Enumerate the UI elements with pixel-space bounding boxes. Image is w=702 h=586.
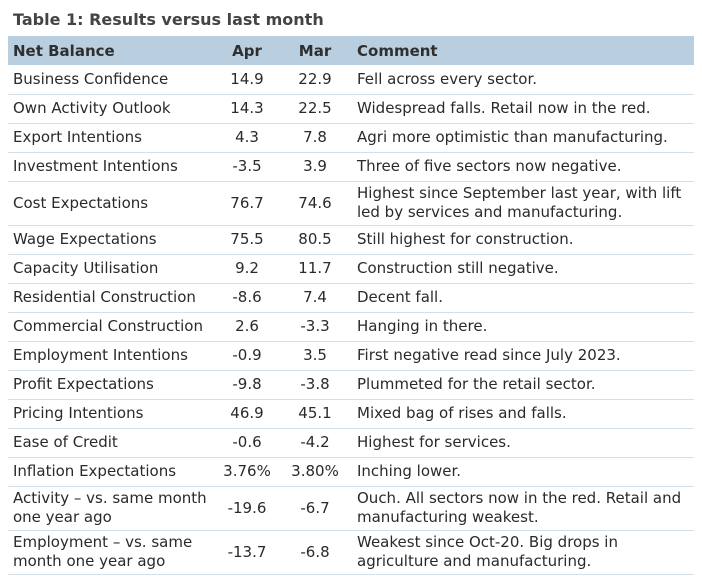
row-mar-value: 7.8 [278,123,352,153]
row-label: Pricing Intentions [8,399,216,429]
row-label: Cost Expectations [8,181,216,226]
table-row: Investment Intentions -3.5 3.9 Three of … [8,152,694,182]
table-row: Activity – vs. same month one year ago -… [8,486,694,531]
table-row: Capacity Utilisation 9.2 11.7 Constructi… [8,254,694,284]
table-row: Export Intentions 4.3 7.8 Agri more opti… [8,123,694,153]
row-apr-value: 9.2 [216,254,278,284]
row-mar-value: 22.9 [278,65,352,95]
row-apr-value: 46.9 [216,399,278,429]
row-mar-value: 22.5 [278,94,352,124]
row-comment: Construction still negative. [352,254,694,284]
row-mar-value: 11.7 [278,254,352,284]
row-comment: Fell across every sector. [352,65,694,95]
column-header-mar: Mar [298,41,332,60]
row-mar-value: -3.3 [278,312,352,342]
row-label: Ease of Credit [8,428,216,458]
row-mar-value: 45.1 [278,399,352,429]
row-comment: Mixed bag of rises and falls. [352,399,694,429]
row-label: Employment Intentions [8,341,216,371]
table-title: Table 1: Results versus last month [13,10,324,29]
table-row: Employment – vs. same month one year ago… [8,530,694,575]
row-label: Investment Intentions [8,152,216,182]
row-mar-value: -6.8 [278,530,352,575]
row-comment: Inching lower. [352,457,694,487]
row-label: Wage Expectations [8,225,216,255]
row-apr-value: -0.6 [216,428,278,458]
row-comment: Highest for services. [352,428,694,458]
row-mar-value: 80.5 [278,225,352,255]
row-label: Own Activity Outlook [8,94,216,124]
row-apr-value: 2.6 [216,312,278,342]
row-comment: First negative read since July 2023. [352,341,694,371]
row-label: Capacity Utilisation [8,254,216,284]
table-row: Business Confidence 14.9 22.9 Fell acros… [8,65,694,95]
row-apr-value: -3.5 [216,152,278,182]
row-mar-value: -6.7 [278,486,352,531]
row-label: Commercial Construction [8,312,216,342]
row-comment: Agri more optimistic than manufacturing. [352,123,694,153]
table-row: Commercial Construction 2.6 -3.3 Hanging… [8,312,694,342]
row-comment: Still highest for construction. [352,225,694,255]
row-label: Business Confidence [8,65,216,95]
row-label: Employment – vs. same month one year ago [8,530,216,575]
table-row: Employment Intentions -0.9 3.5 First neg… [8,341,694,371]
row-apr-value: -13.7 [216,530,278,575]
table-row: Cost Expectations 76.7 74.6 Highest sinc… [8,181,694,226]
table-row: Inflation Expectations 3.76% 3.80% Inchi… [8,457,694,487]
row-apr-value: 4.3 [216,123,278,153]
row-apr-value: -0.9 [216,341,278,371]
table-row: Wage Expectations 75.5 80.5 Still highes… [8,225,694,255]
row-comment: Ouch. All sectors now in the red. Retail… [352,486,694,531]
row-comment: Weakest since Oct-20. Big drops in agric… [352,530,694,575]
row-label: Inflation Expectations [8,457,216,487]
row-label: Profit Expectations [8,370,216,400]
table-row: Ease of Credit -0.6 -4.2 Highest for ser… [8,428,694,458]
row-mar-value: 3.9 [278,152,352,182]
column-header-net-balance: Net Balance [13,41,115,60]
row-apr-value: -9.8 [216,370,278,400]
row-apr-value: -19.6 [216,486,278,531]
row-comment: Three of five sectors now negative. [352,152,694,182]
column-header-comment: Comment [357,41,438,60]
row-mar-value: -4.2 [278,428,352,458]
row-apr-value: 75.5 [216,225,278,255]
table-row: Profit Expectations -9.8 -3.8 Plummeted … [8,370,694,400]
row-comment: Highest since September last year, with … [352,181,694,226]
row-label: Export Intentions [8,123,216,153]
row-mar-value: -3.8 [278,370,352,400]
row-apr-value: 14.3 [216,94,278,124]
table-row: Own Activity Outlook 14.3 22.5 Widesprea… [8,94,694,124]
row-mar-value: 3.80% [278,457,352,487]
row-mar-value: 3.5 [278,341,352,371]
row-comment: Widespread falls. Retail now in the red. [352,94,694,124]
row-apr-value: 14.9 [216,65,278,95]
row-apr-value: 3.76% [216,457,278,487]
row-mar-value: 7.4 [278,283,352,313]
row-comment: Decent fall. [352,283,694,313]
header-row: Net Balance Apr Mar Comment [8,36,694,65]
table-row: Residential Construction -8.6 7.4 Decent… [8,283,694,313]
row-label: Residential Construction [8,283,216,313]
row-apr-value: -8.6 [216,283,278,313]
table-row: Pricing Intentions 46.9 45.1 Mixed bag o… [8,399,694,429]
row-mar-value: 74.6 [278,181,352,226]
row-apr-value: 76.7 [216,181,278,226]
row-comment: Hanging in there. [352,312,694,342]
results-table: Net Balance Apr Mar Comment Business Con… [8,36,694,575]
column-header-apr: Apr [232,41,262,60]
row-label: Activity – vs. same month one year ago [8,486,216,531]
row-comment: Plummeted for the retail sector. [352,370,694,400]
